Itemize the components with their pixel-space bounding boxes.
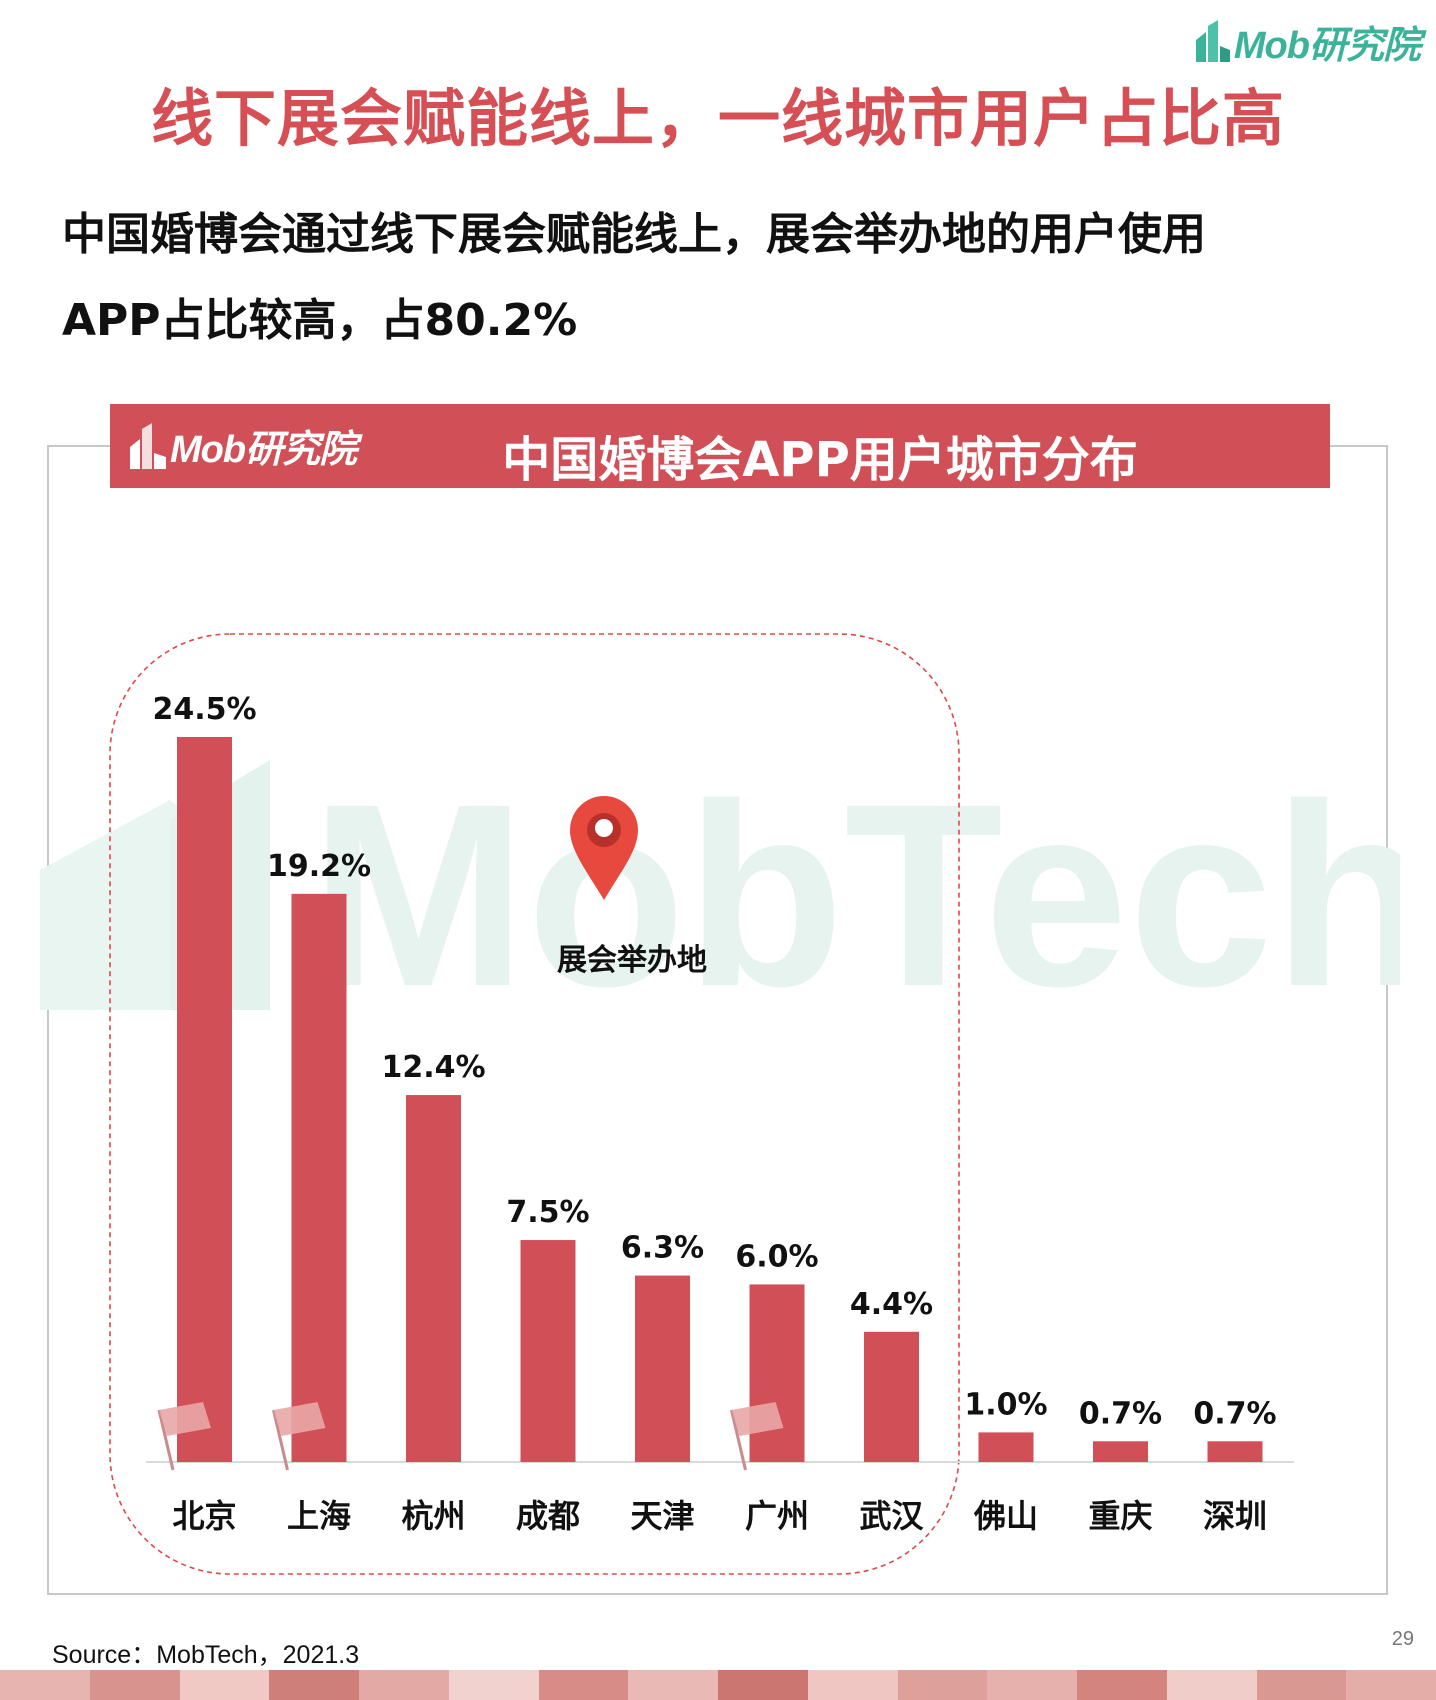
footer-band-segment [897, 1670, 988, 1700]
category-label: 深圳 [1203, 1497, 1267, 1535]
source-note: Source：MobTech，2021.3 [52, 1641, 360, 1669]
bar-北京 [177, 737, 232, 1462]
footer-band-segment [1346, 1670, 1436, 1700]
category-label: 上海 [287, 1497, 351, 1535]
data-label: 19.2% [267, 849, 371, 884]
bar-深圳 [1207, 1441, 1263, 1462]
summary-text: 中国婚博会通过线下展会赋能线上，展会举办地的用户使用 APP占比较高，占80.2… [62, 192, 1362, 364]
data-label: 24.5% [152, 692, 256, 727]
flag-icon [272, 1402, 326, 1471]
data-label: 12.4% [381, 1050, 485, 1085]
category-label: 佛山 [973, 1497, 1038, 1535]
bar-重庆 [1093, 1441, 1148, 1462]
footer-band-segment [179, 1670, 270, 1700]
data-label: 6.0% [735, 1239, 818, 1274]
category-label: 北京 [172, 1497, 236, 1535]
footer-band-segment [1256, 1670, 1347, 1700]
footer-band-segment [628, 1670, 718, 1700]
footer-band-segment [359, 1670, 449, 1700]
chart-header: Mob研究院 中国婚博会APP用户城市分布 [110, 404, 1330, 488]
bar-武汉 [864, 1331, 919, 1462]
data-label: 0.7% [1193, 1396, 1276, 1431]
footer-band-segment [987, 1670, 1077, 1700]
footer-band-segment [807, 1670, 898, 1700]
chart-header-logo-text: Mob研究院 [170, 429, 357, 471]
chart-title: 中国婚博会APP用户城市分布 [502, 432, 1138, 488]
brand-name: Mob研究院 [1233, 25, 1421, 67]
bar-天津 [635, 1275, 690, 1462]
category-label: 武汉 [859, 1497, 924, 1535]
highlight-group-outline [109, 633, 960, 1575]
flag-icon [730, 1402, 784, 1471]
footer-band-segment [0, 1670, 90, 1700]
chart-frame [47, 445, 1388, 1595]
footer-band-segment [89, 1670, 180, 1700]
building-logo-icon [130, 422, 166, 469]
location-pin-icon [570, 796, 638, 900]
footer-band-segment [1077, 1670, 1167, 1700]
summary-line-1: 中国婚博会通过线下展会赋能线上，展会举办地的用户使用 [62, 209, 1206, 260]
data-label: 4.4% [850, 1287, 933, 1322]
footer-band-segment [1166, 1670, 1257, 1700]
category-label: 广州 [745, 1497, 809, 1535]
chart-header-logo: Mob研究院 [128, 418, 357, 473]
brand-logo: Mob研究院 [1192, 14, 1421, 69]
category-label: 重庆 [1088, 1497, 1152, 1535]
summary-line-2: APP占比较高，占80.2% [62, 295, 578, 346]
data-label: 1.0% [964, 1387, 1047, 1422]
category-label: 天津 [630, 1497, 694, 1535]
footer-band-segment [538, 1670, 629, 1700]
bar-成都 [520, 1240, 576, 1462]
footer-band-segment [269, 1670, 359, 1700]
bar-广州 [749, 1284, 805, 1462]
page-headline: 线下展会赋能线上，一线城市用户占比高 [150, 82, 1285, 155]
data-label: 7.5% [506, 1195, 589, 1230]
data-label: 6.3% [621, 1231, 704, 1266]
page-number: 29 [1391, 1628, 1414, 1650]
flag-icon [157, 1402, 211, 1471]
footer-band-segment [718, 1670, 808, 1700]
category-label: 杭州 [401, 1497, 465, 1535]
footer-band-segment [448, 1670, 539, 1700]
data-label: 0.7% [1079, 1396, 1162, 1431]
footer-band [0, 1670, 1436, 1700]
bar-佛山 [978, 1432, 1034, 1462]
bar-上海 [291, 893, 347, 1462]
bar-杭州 [406, 1095, 461, 1462]
building-logo-icon [1195, 19, 1230, 62]
category-label: 成都 [516, 1497, 580, 1535]
annotation-label: 展会举办地 [557, 943, 707, 978]
